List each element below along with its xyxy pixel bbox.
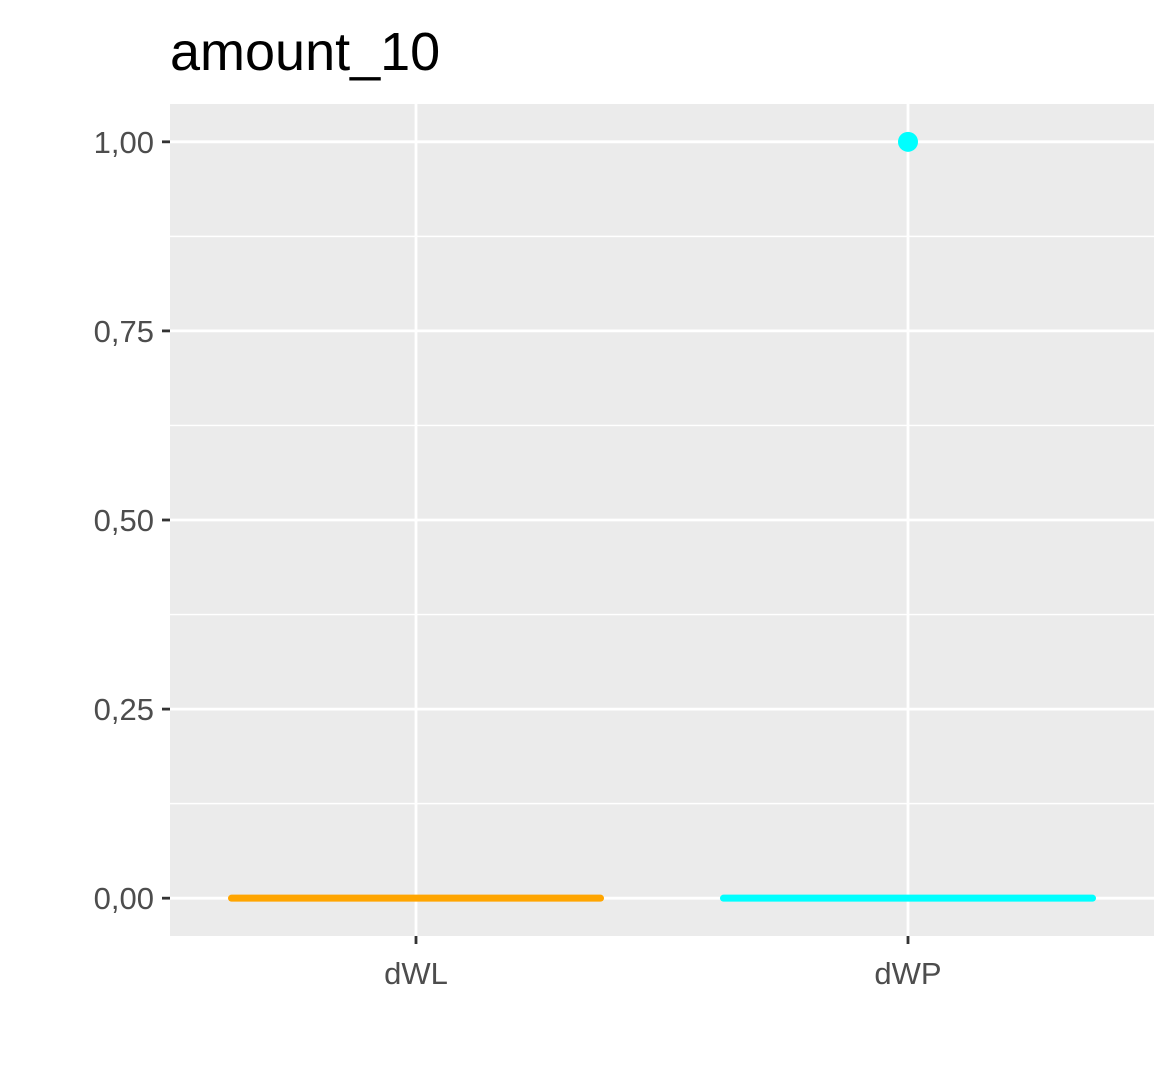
outlier-point: [898, 131, 918, 152]
grid-major: [170, 104, 1154, 936]
x-axis: dWL dWP: [384, 936, 942, 991]
boxplot-marks: [228, 131, 1096, 902]
y-tick-label: 0,50: [94, 503, 154, 538]
y-tick-label: 0,25: [94, 692, 154, 727]
grid-minor: [170, 235, 1154, 805]
y-tick-label: 0,00: [94, 881, 154, 916]
chart-title: amount_10: [170, 22, 440, 82]
boxplot-dWP: [720, 131, 1096, 902]
x-tick-label: dWL: [384, 956, 448, 991]
x-tick-label: dWP: [874, 956, 941, 991]
y-axis: 0,00 0,25 0,50 0,75 1,00: [94, 125, 170, 916]
y-tick-label: 0,75: [94, 314, 154, 349]
y-tick-label: 1,00: [94, 125, 154, 160]
